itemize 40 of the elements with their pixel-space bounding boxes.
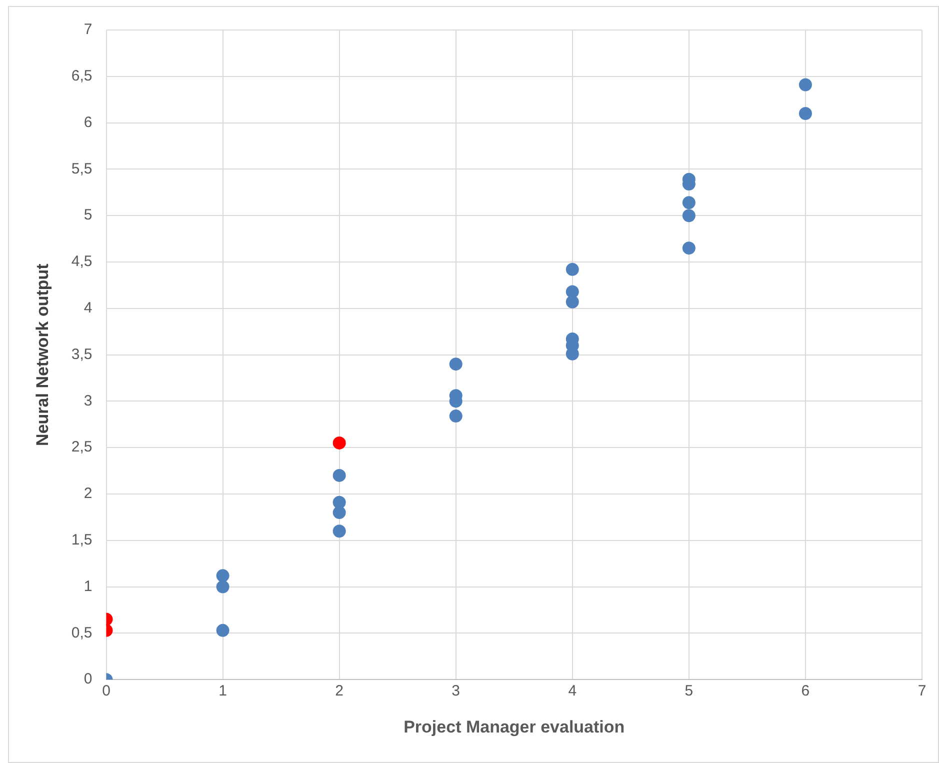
x-tick-label: 7: [918, 682, 926, 700]
x-tick-label: 5: [684, 682, 694, 700]
point: [682, 242, 696, 255]
point: [798, 78, 812, 92]
x-axis-title: Project Manager evaluation: [404, 717, 625, 736]
point: [216, 569, 230, 582]
y-tick-label: 7: [84, 21, 92, 38]
y-tick-label: 0,5: [71, 624, 92, 642]
point: [332, 468, 346, 482]
x-tick-label: 6: [801, 682, 810, 700]
y-tick-label: 3: [84, 392, 92, 410]
y-tick-label: 4: [84, 300, 92, 317]
y-axis-title: Neural Network output: [32, 263, 52, 446]
y-tick-label: 6: [84, 114, 92, 131]
y-tick-label: 1: [84, 578, 92, 595]
y-tick-label: 5: [84, 206, 92, 224]
y-tick-label: 4,5: [71, 253, 92, 270]
y-tick-label: 1,5: [71, 532, 92, 549]
y-tick-label: 2,5: [71, 438, 92, 456]
point: [449, 410, 462, 423]
y-tick-label: 2: [84, 485, 92, 502]
x-tick-label: 2: [335, 682, 344, 700]
y-tick-label: 0: [84, 670, 92, 688]
y-tick-label: 5,5: [71, 160, 92, 178]
y-tick-label: 6,5: [71, 68, 92, 85]
point: [566, 295, 579, 308]
point: [682, 209, 696, 222]
point: [332, 524, 346, 538]
point: [682, 196, 696, 210]
x-tick-label: 0: [102, 682, 110, 700]
point: [216, 580, 230, 594]
x-tick-label: 4: [568, 682, 577, 700]
x-tick-label: 3: [452, 682, 460, 700]
point: [449, 358, 462, 371]
x-tick-label: 1: [218, 682, 227, 700]
point: [798, 107, 812, 120]
point: [216, 624, 230, 637]
point: [566, 262, 579, 276]
y-tick-label: 3,5: [71, 346, 92, 363]
point: [332, 506, 346, 520]
